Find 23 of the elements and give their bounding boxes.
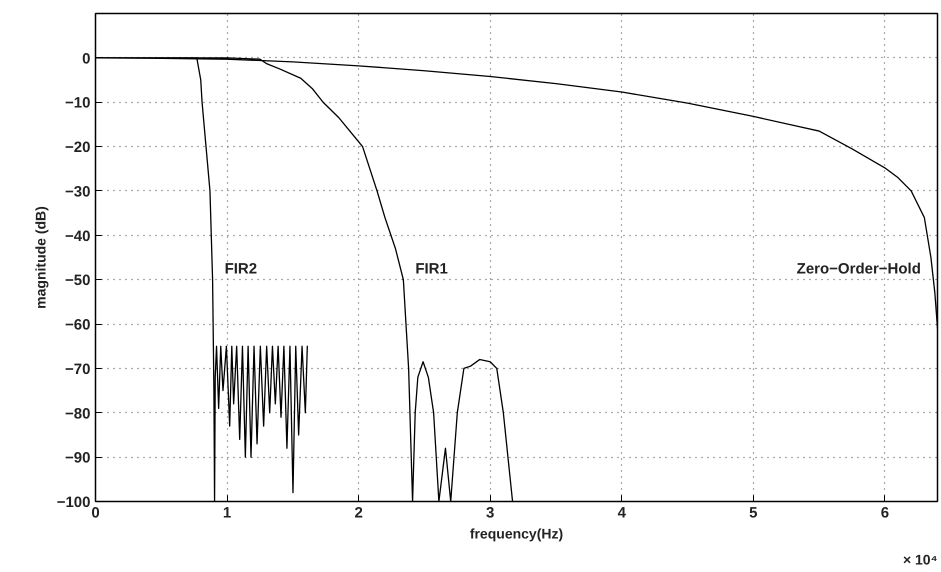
y-tick-label: −80 [65, 405, 91, 422]
x-axis-title: frequency(Hz) [470, 526, 564, 542]
x-tick-label: 5 [749, 504, 758, 522]
y-axis-title: magnitude (dB) [32, 206, 49, 309]
x-tick-label: 1 [222, 504, 232, 522]
y-tick-label: 0 [82, 50, 90, 68]
x-tick-label: 4 [618, 504, 627, 522]
y-tick-label: −20 [65, 139, 91, 156]
y-tick-label: −100 [56, 494, 91, 511]
series-label: FIR2 [224, 260, 258, 278]
x-tick-label: 2 [354, 504, 363, 522]
series-label: FIR1 [415, 260, 448, 278]
text: × 10⁴ [902, 552, 938, 568]
y-tick-label: −40 [65, 228, 91, 245]
y-tick-label: −60 [65, 316, 91, 334]
y-tick-label: −50 [65, 272, 91, 290]
y-tick-label: −10 [65, 94, 91, 112]
x-tick-label: 3 [486, 504, 494, 522]
series-label: Zero−Order−Hold [796, 260, 921, 278]
y-tick-label: −30 [65, 183, 91, 200]
y-tick-label: −90 [65, 450, 91, 467]
x-tick-label: 6 [880, 504, 890, 522]
y-tick-label: −70 [65, 360, 91, 378]
